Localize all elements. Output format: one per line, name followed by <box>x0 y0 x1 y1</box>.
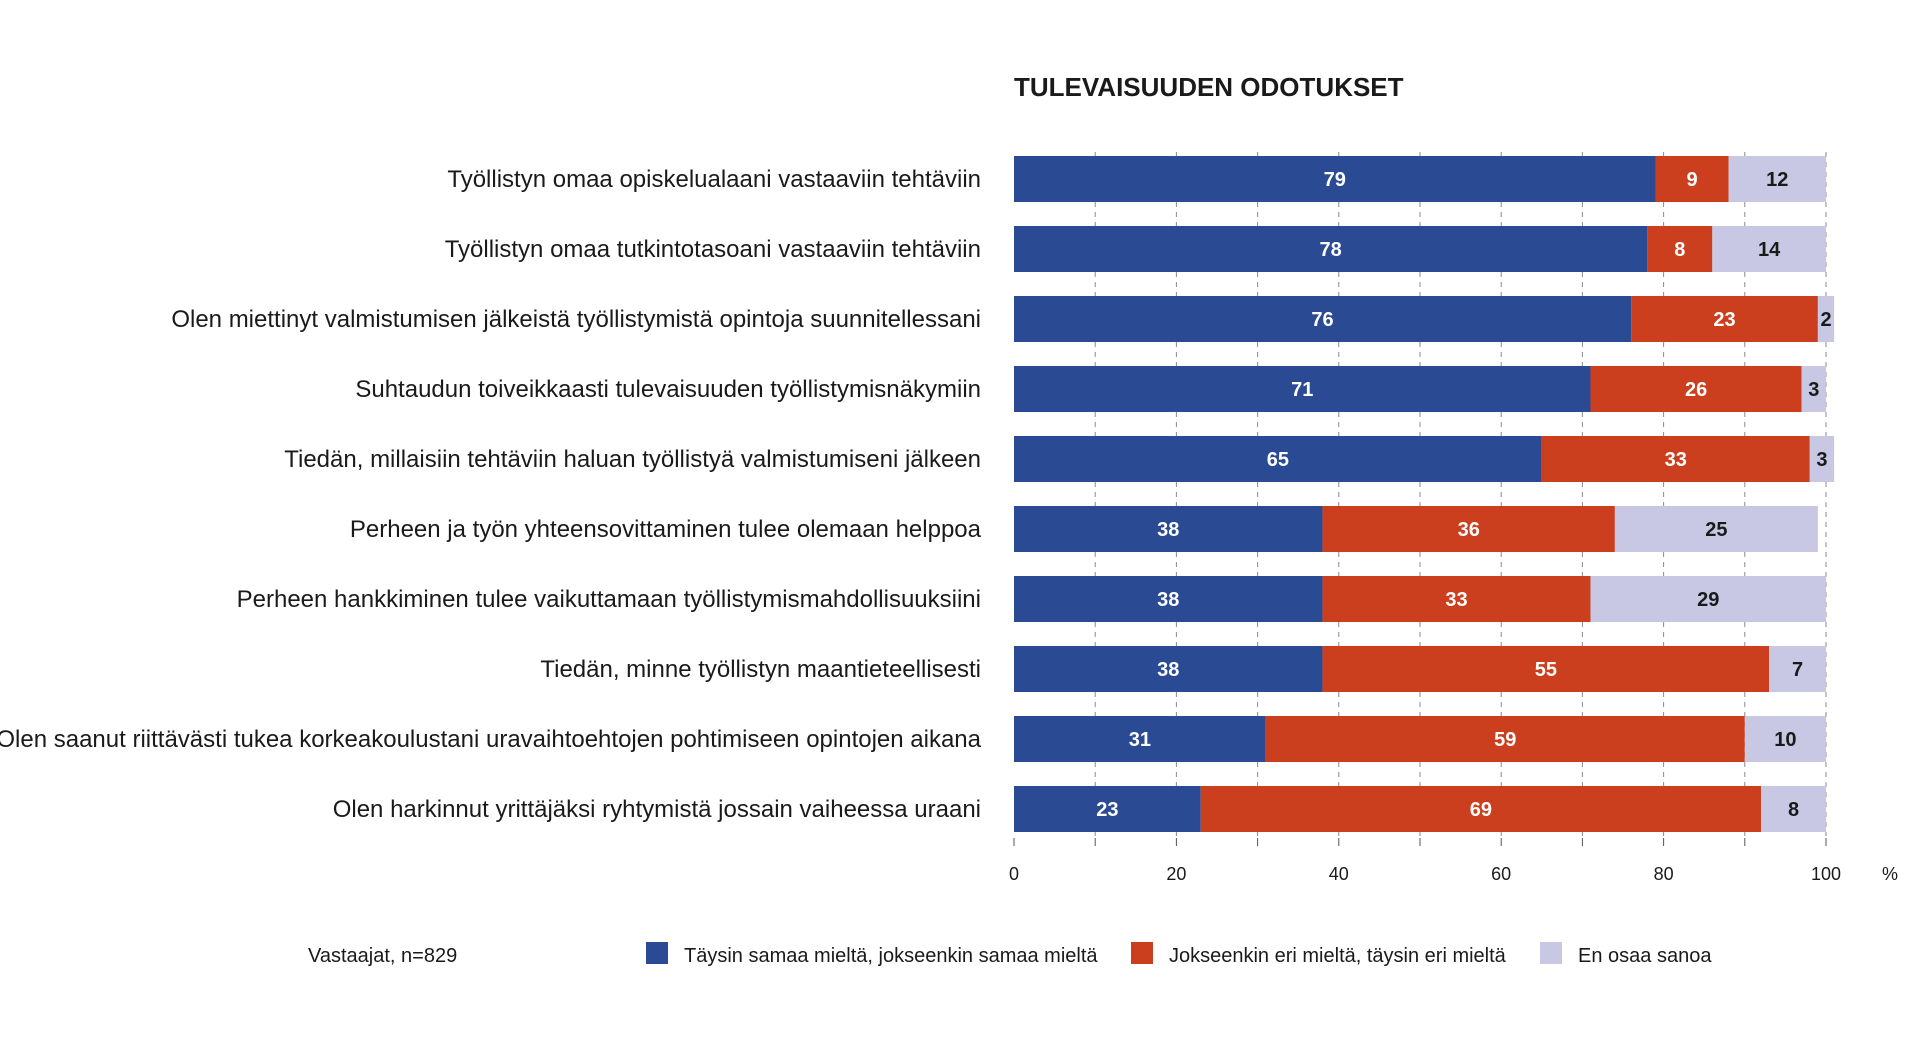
x-tick-label: 80 <box>1654 864 1674 884</box>
bar-segment <box>1014 436 1542 482</box>
data-label: 29 <box>1697 589 1719 611</box>
x-axis: 0 20 40 60 80 100% <box>1009 838 1898 884</box>
category-label: Perheen hankkiminen tulee vaikuttamaan t… <box>237 586 981 613</box>
data-label: 69 <box>1470 799 1492 821</box>
data-label: 8 <box>1674 239 1685 261</box>
data-label: 59 <box>1494 729 1516 751</box>
bar-segment <box>1014 506 1323 552</box>
data-label: 12 <box>1766 169 1788 191</box>
data-label: 36 <box>1458 519 1480 541</box>
data-label: 38 <box>1157 589 1179 611</box>
bar-segment <box>1014 366 1591 412</box>
legend-label: Jokseenkin eri mieltä, täysin eri mieltä <box>1169 945 1507 967</box>
bar-segment <box>1590 366 1802 412</box>
bar-segment <box>1817 296 1835 342</box>
data-label: 65 <box>1267 449 1289 471</box>
category-labels: Työllistyn omaa opiskelualaani vastaavii… <box>0 166 982 823</box>
data-label: 76 <box>1311 309 1333 331</box>
bar-segment <box>1744 716 1826 762</box>
bar-segment <box>1014 226 1648 272</box>
bar-segment <box>1541 436 1810 482</box>
data-label: 23 <box>1713 309 1735 331</box>
data-label: 78 <box>1320 239 1342 261</box>
bar-segment <box>1809 436 1835 482</box>
respondents-note: Vastaajat, n=829 <box>308 945 457 967</box>
data-label: 79 <box>1324 169 1346 191</box>
data-label: 38 <box>1157 519 1179 541</box>
bar-segment <box>1200 786 1762 832</box>
data-label: 10 <box>1774 729 1796 751</box>
data-label: 8 <box>1788 799 1799 821</box>
data-label: 31 <box>1129 729 1151 751</box>
bar-segment <box>1655 156 1729 202</box>
x-tick-label: 100 <box>1811 864 1841 884</box>
bar-segment <box>1712 226 1826 272</box>
bar-segment <box>1769 646 1826 692</box>
category-label: Perheen ja työn yhteensovittaminen tulee… <box>350 516 982 543</box>
bar-segment <box>1761 786 1826 832</box>
legend-swatch <box>1131 942 1153 964</box>
bar-segment <box>1265 716 1745 762</box>
data-label: 38 <box>1157 659 1179 681</box>
bar-segment <box>1014 156 1656 202</box>
bar-segment <box>1014 296 1632 342</box>
data-label: 33 <box>1445 589 1467 611</box>
legend-label: En osaa sanoa <box>1578 945 1712 967</box>
category-label: Olen harkinnut yrittäjäksi ryhtymistä jo… <box>333 796 981 823</box>
legend-label: Täysin samaa mieltä, jokseenkin samaa mi… <box>684 945 1098 967</box>
data-label: 33 <box>1665 449 1687 471</box>
bar-segment <box>1014 786 1201 832</box>
category-label: Työllistyn omaa tutkintotasoani vastaavi… <box>445 236 981 263</box>
category-label: Suhtaudun toiveikkaasti tulevaisuuden ty… <box>355 376 981 403</box>
x-tick-label: 20 <box>1166 864 1186 884</box>
x-tick-label: 40 <box>1329 864 1349 884</box>
bar-segment <box>1014 716 1266 762</box>
bar-segment <box>1801 366 1826 412</box>
chart-title: TULEVAISUUDEN ODOTUKSET <box>1014 72 1404 102</box>
data-label: 71 <box>1291 379 1313 401</box>
data-label: 23 <box>1096 799 1118 821</box>
category-label: Tiedän, minne työllistyn maantieteellise… <box>540 656 981 683</box>
category-label: Olen saanut riittävästi tukea korkeakoul… <box>0 726 982 753</box>
data-label: 25 <box>1705 519 1727 541</box>
data-label: 55 <box>1535 659 1557 681</box>
data-label: 14 <box>1758 239 1781 261</box>
data-label: 3 <box>1808 379 1819 401</box>
bar-segment <box>1014 576 1323 622</box>
data-label: 3 <box>1816 449 1827 471</box>
bar-segment <box>1647 226 1713 272</box>
bar-segment <box>1728 156 1826 202</box>
bar-segment <box>1322 576 1591 622</box>
bar-segment <box>1322 506 1615 552</box>
x-tick-label: 0 <box>1009 864 1019 884</box>
legend-swatch <box>646 942 668 964</box>
legend-swatch <box>1540 942 1562 964</box>
category-label: Olen miettinyt valmistumisen jälkeistä t… <box>171 306 981 333</box>
bar-segment <box>1590 576 1826 622</box>
bar-segment <box>1322 646 1770 692</box>
category-label: Tiedän, millaisiin tehtäviin haluan työl… <box>284 446 981 473</box>
x-tick-label: 60 <box>1491 864 1511 884</box>
data-label: 9 <box>1686 169 1697 191</box>
bar-segment <box>1014 646 1323 692</box>
data-label: 7 <box>1792 659 1803 681</box>
category-label: Työllistyn omaa opiskelualaani vastaavii… <box>447 166 981 193</box>
data-label: 26 <box>1685 379 1707 401</box>
data-label: 2 <box>1820 309 1831 331</box>
bar-segment <box>1631 296 1818 342</box>
x-axis-unit: % <box>1882 864 1898 884</box>
legend: Vastaajat, n=829 Täysin samaa mieltä, jok… <box>308 942 1712 967</box>
bar-segment <box>1614 506 1818 552</box>
